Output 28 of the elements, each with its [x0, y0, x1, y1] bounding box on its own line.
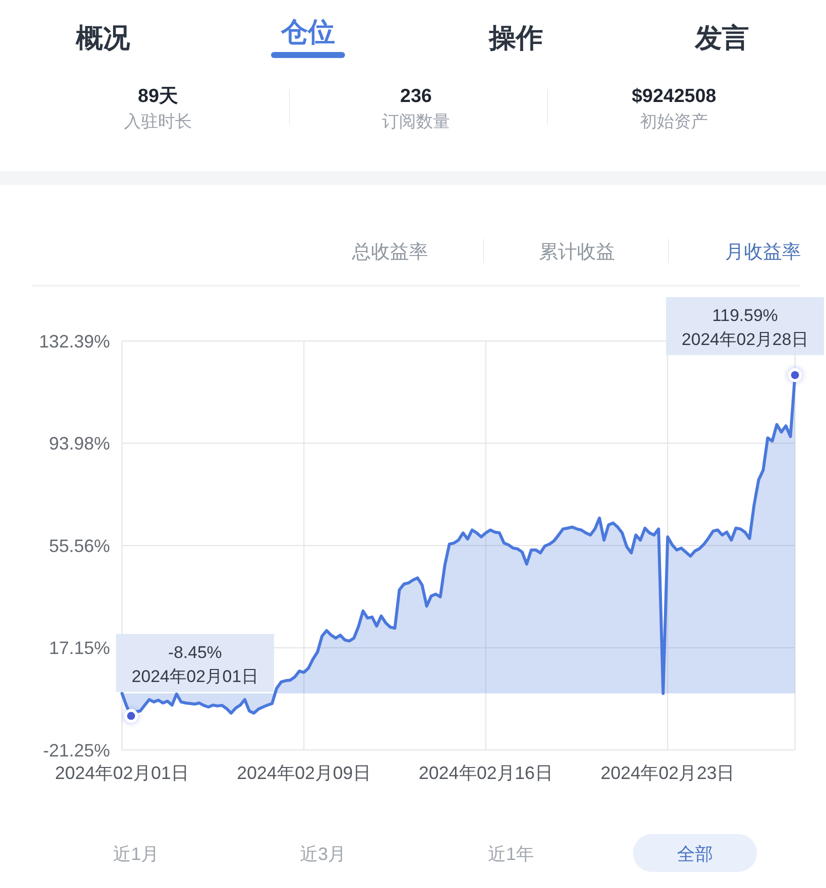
y-tick-label: 55.56% [48, 536, 110, 556]
text: 近1月 [112, 844, 160, 864]
y-tick-label: 132.39% [38, 331, 110, 352]
text: 累计收益 [539, 242, 615, 263]
text: 近1年 [488, 844, 534, 864]
x-tick-label: 2024年02月09日 [236, 763, 371, 783]
y-tick-label: -21.25% [42, 740, 110, 760]
data-label: -8.45% 2024年02月01日 [132, 642, 258, 686]
text: 月收益率 [725, 241, 801, 263]
data-label: 119.59% 2024年02月28日 [682, 306, 808, 350]
text: 订阅数量 [382, 112, 450, 131]
text: 概况 [75, 23, 131, 53]
text: 发言 [694, 23, 749, 53]
x-tick-label: 2024年02月16日 [418, 763, 553, 783]
text: 仓位 [280, 17, 335, 47]
text: 近3月 [300, 844, 346, 864]
text: 236 [400, 86, 432, 107]
text: 入驻时长 [124, 112, 192, 131]
text: 全部 [677, 844, 713, 864]
text: 89天 [138, 86, 178, 107]
text: $9242508 [632, 86, 716, 107]
text: 初始资产 [640, 112, 708, 131]
text: 操作 [488, 23, 543, 53]
y-tick-label: 17.15% [48, 638, 110, 658]
x-tick-label: 2024年02月01日 [54, 763, 190, 783]
text: 总收益率 [351, 241, 428, 263]
y-tick-label: 93.98% [48, 434, 110, 454]
x-tick-label: 2024年02月23日 [600, 763, 735, 783]
